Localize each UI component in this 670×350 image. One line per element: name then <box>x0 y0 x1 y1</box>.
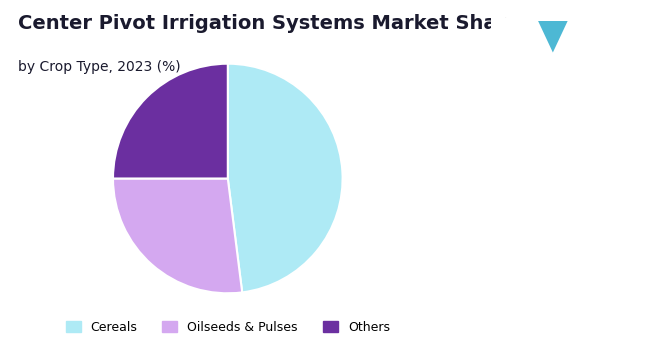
Text: Global Market Size,
2023: Global Market Size, 2023 <box>507 206 622 235</box>
FancyBboxPatch shape <box>534 18 572 56</box>
Legend: Cereals, Oilseeds & Pulses, Others: Cereals, Oilseeds & Pulses, Others <box>60 316 395 339</box>
Text: Center Pivot Irrigation Systems Market Share: Center Pivot Irrigation Systems Market S… <box>18 14 520 33</box>
Text: $1.6B: $1.6B <box>511 131 618 163</box>
Wedge shape <box>113 64 228 178</box>
Text: Source:: Source: <box>476 295 518 305</box>
Text: www.grandviewresearch.com: www.grandviewresearch.com <box>476 321 609 330</box>
Polygon shape <box>538 21 567 52</box>
Wedge shape <box>113 178 242 293</box>
Text: by Crop Type, 2023 (%): by Crop Type, 2023 (%) <box>18 60 181 74</box>
Text: GRAND VIEW RESEARCH: GRAND VIEW RESEARCH <box>513 66 616 76</box>
FancyBboxPatch shape <box>577 18 615 56</box>
Wedge shape <box>228 64 342 292</box>
FancyBboxPatch shape <box>490 18 529 56</box>
